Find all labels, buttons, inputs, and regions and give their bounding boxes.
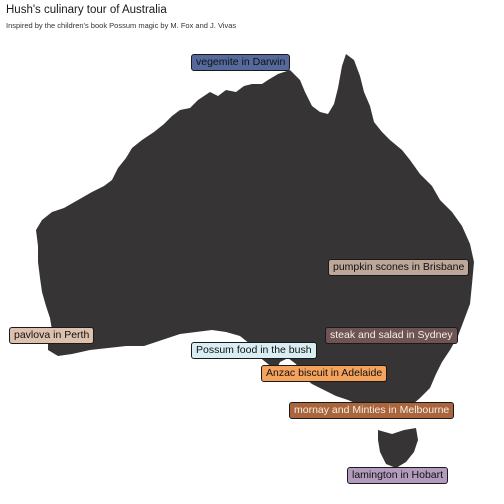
label-perth: pavlova in Perth xyxy=(9,327,94,344)
label-sydney: steak and salad in Sydney xyxy=(325,327,458,344)
label-adelaide: Anzac biscuit in Adelaide xyxy=(261,365,387,382)
label-hobart: lamington in Hobart xyxy=(347,467,448,484)
australia-mainland xyxy=(36,54,474,414)
label-melbourne: mornay and Minties in Melbourne xyxy=(289,402,454,419)
tasmania xyxy=(378,428,418,468)
label-bush: Possum food in the bush xyxy=(191,342,317,359)
label-brisbane: pumpkin scones in Brisbane xyxy=(328,259,469,276)
label-darwin: vegemite in Darwin xyxy=(191,54,290,71)
